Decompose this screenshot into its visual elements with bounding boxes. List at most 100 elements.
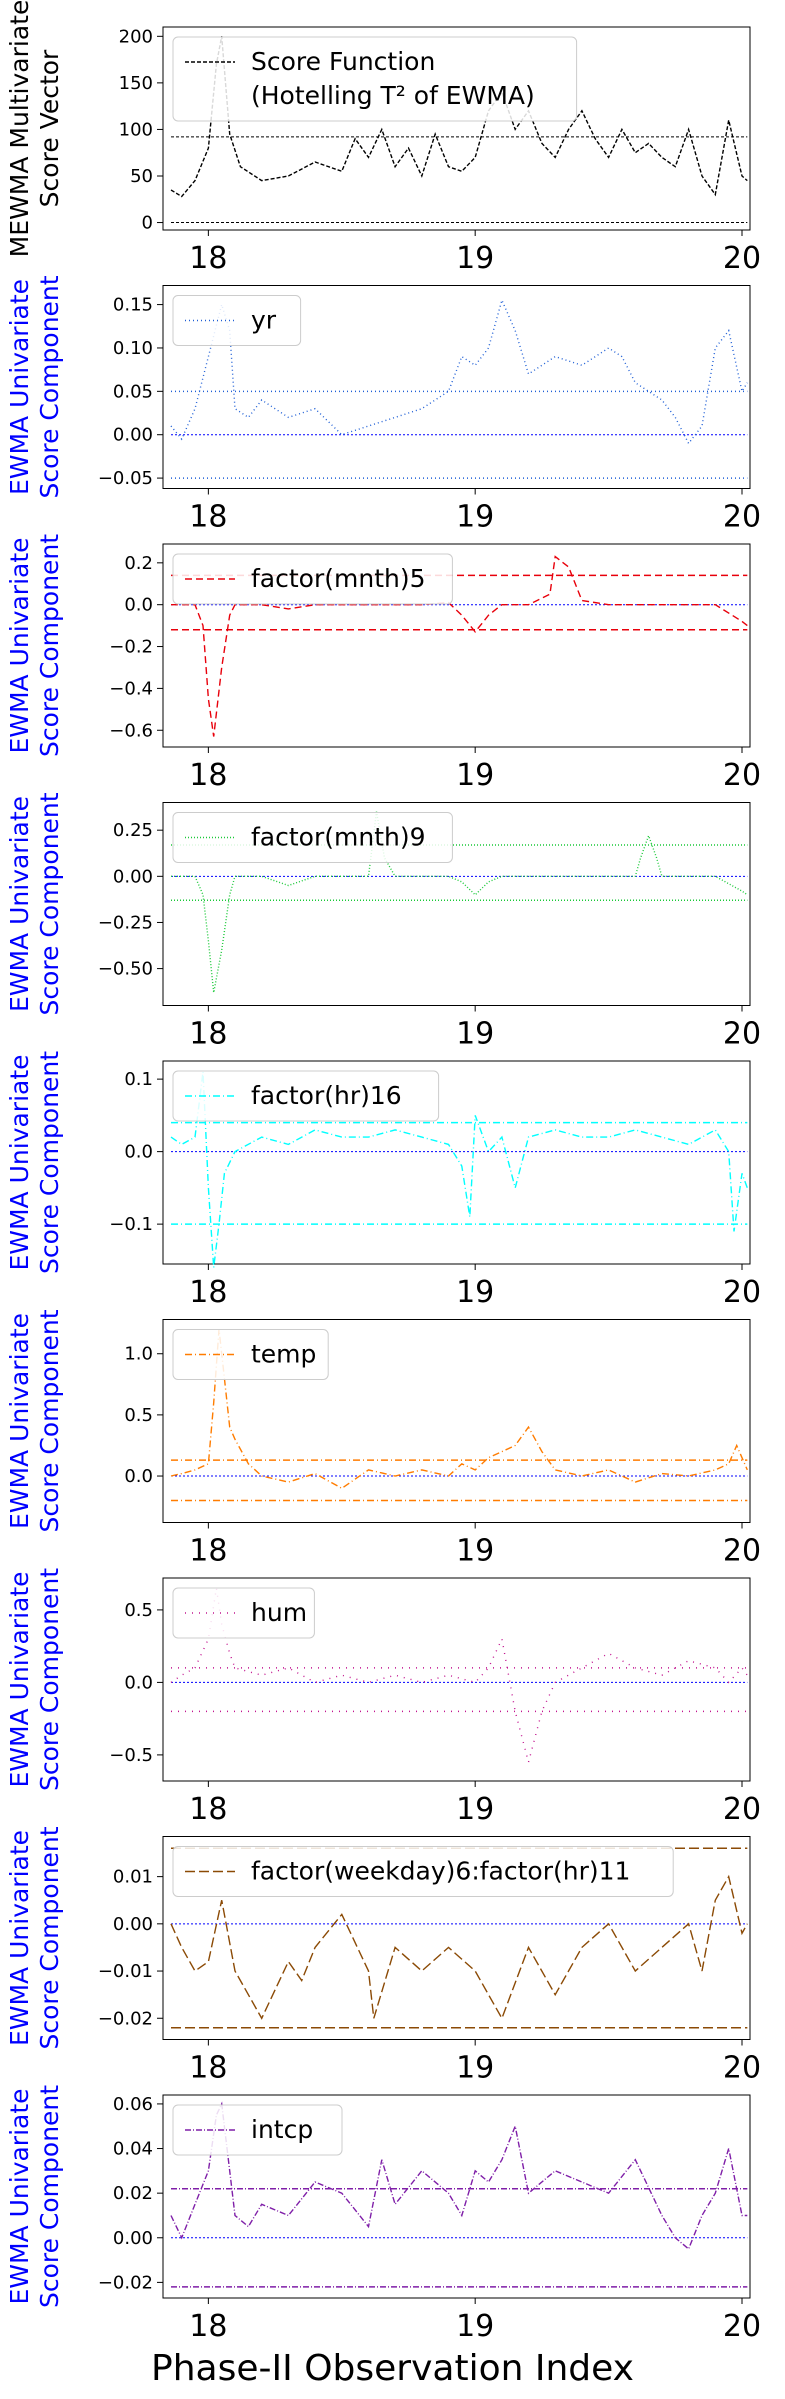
- legend-box: [172, 2104, 343, 2156]
- legend-box: [172, 1329, 329, 1380]
- y-axis-label-line: MEWMA Multivariate: [5, 0, 34, 257]
- axes-frame: [162, 285, 751, 489]
- y-axis-label-line: EWMA Univariate: [5, 1830, 34, 2046]
- y-tick-label: 0.5: [124, 1600, 153, 1621]
- x-tick-label: 18: [189, 1017, 227, 1052]
- panel-9: −0.02 0.00 0.02 0.04 0.06 18 19 20 EWMA Univaria…: [5, 2085, 761, 2344]
- panel-6: 0.0 0.5 1.0 18 19 20 EWMA UnivariateScore Comp…: [5, 1309, 761, 1568]
- y-tick-label: 200: [119, 26, 153, 47]
- y-tick-label: −0.02: [98, 2272, 153, 2293]
- y-tick-label: 0.00: [113, 866, 153, 887]
- x-tick-label: 18: [189, 1275, 227, 1310]
- y-axis-label-line: Score Vector: [35, 49, 64, 207]
- legend-label: (Hotelling T² of EWMA): [251, 81, 535, 110]
- y-axis-label-line: EWMA Univariate: [5, 1054, 34, 1270]
- y-tick-label: 0.0: [124, 1466, 153, 1487]
- y-axis-label-line: Score Component: [35, 1826, 64, 2049]
- axes-frame: [162, 802, 751, 1006]
- x-tick-label: 20: [723, 758, 761, 793]
- legend-box: [172, 295, 302, 346]
- y-tick-label: 0.00: [113, 425, 153, 446]
- panel-3: −0.6 −0.4 −0.2 0.0 0.2 18 19 20 EWMA UnivariateS…: [5, 534, 761, 793]
- legend-box: [172, 1070, 440, 1122]
- x-tick-label: 19: [456, 1275, 494, 1310]
- y-tick-label: 0.15: [113, 295, 153, 316]
- x-tick-label: 19: [456, 1792, 494, 1827]
- y-axis-label-line: EWMA Univariate: [5, 279, 34, 495]
- legend-box: [172, 1846, 674, 1897]
- y-axis-label: EWMA UnivariateScore Component: [5, 534, 64, 757]
- y-tick-label: −0.2: [109, 637, 153, 658]
- series-line-1: [171, 811, 748, 993]
- y-tick-label: −0.01: [98, 1961, 153, 1982]
- legend-box: [172, 553, 453, 605]
- series-line-1: [170, 298, 748, 445]
- legend-box: [172, 36, 578, 122]
- x-tick-label: 18: [189, 2309, 227, 2344]
- y-axis-label-line: Score Component: [35, 1051, 64, 1274]
- y-tick-label: 1.0: [124, 1344, 153, 1365]
- y-axis-label-line: Score Component: [35, 534, 64, 757]
- y-axis-label-line: Score Component: [35, 2085, 64, 2308]
- legend-label: factor(mnth)5: [251, 564, 426, 593]
- axes-frame: [162, 543, 751, 748]
- axes-frame: [162, 1577, 751, 1782]
- y-axis-label-line: EWMA Univariate: [5, 1313, 34, 1529]
- legend-label: Score Function: [251, 47, 435, 76]
- y-tick-label: −0.02: [98, 2008, 153, 2029]
- x-tick-label: 20: [723, 1017, 761, 1052]
- y-tick-label: −0.5: [109, 1745, 153, 1766]
- y-axis-label-line: Score Component: [35, 275, 64, 498]
- series-line-1: [170, 36, 748, 198]
- y-axis-label-line: EWMA Univariate: [5, 1571, 34, 1787]
- y-axis-label-line: EWMA Univariate: [5, 796, 34, 1012]
- x-tick-label: 19: [456, 1534, 494, 1569]
- legend-label: hum: [251, 1598, 307, 1627]
- axes-frame: [162, 1836, 751, 2040]
- x-tick-label: 20: [723, 1792, 761, 1827]
- panel-2: −0.05 0.00 0.05 0.10 0.15 18 19 20 EWMA Univaria…: [5, 275, 761, 534]
- x-tick-label: 19: [456, 758, 494, 793]
- y-axis-label: MEWMA MultivariateScore Vector: [5, 0, 64, 257]
- y-tick-label: 0.06: [113, 2094, 153, 2115]
- y-tick-label: 0.25: [113, 820, 153, 841]
- figure-xlabel: Phase-II Observation Index: [151, 2348, 634, 2389]
- legend-label: yr: [251, 306, 277, 335]
- y-tick-label: 0: [142, 213, 153, 234]
- x-tick-label: 20: [723, 2051, 761, 2086]
- y-tick-label: 0.01: [113, 1867, 153, 1888]
- legend-label: factor(mnth)9: [251, 823, 426, 852]
- y-axis-label-line: Score Component: [35, 1568, 64, 1791]
- y-axis-label: EWMA UnivariateScore Component: [5, 1568, 64, 1791]
- y-axis-label: EWMA UnivariateScore Component: [5, 2085, 64, 2308]
- y-tick-label: −0.25: [98, 912, 153, 933]
- y-tick-label: −0.6: [109, 720, 153, 741]
- x-tick-label: 19: [456, 2309, 494, 2344]
- x-tick-label: 19: [456, 500, 494, 535]
- panel-4: −0.50 −0.25 0.00 0.25 18 19 20 EWMA UnivariateS…: [5, 792, 761, 1051]
- panel-8: −0.02 −0.01 0.00 0.01 18 19 20 EWMA UnivariateS…: [5, 1826, 761, 2085]
- axes-frame: [162, 1060, 751, 1265]
- legend-label: temp: [251, 1340, 316, 1369]
- series-line-1: [170, 1874, 748, 2020]
- x-tick-label: 19: [456, 2051, 494, 2086]
- y-tick-label: 0.0: [124, 1142, 153, 1163]
- y-tick-label: 0.1: [124, 1069, 153, 1090]
- x-tick-label: 20: [723, 500, 761, 535]
- y-tick-label: 50: [130, 166, 153, 187]
- y-axis-label-line: Score Component: [35, 1309, 64, 1532]
- y-axis-label: EWMA UnivariateScore Component: [5, 1309, 64, 1532]
- x-tick-label: 18: [189, 758, 227, 793]
- y-tick-label: 0.0: [124, 1672, 153, 1693]
- legend-box: [172, 812, 453, 863]
- series-line-1: [170, 2101, 748, 2251]
- y-tick-label: −0.4: [109, 678, 153, 699]
- y-tick-label: −0.1: [109, 1214, 153, 1235]
- y-tick-label: −0.05: [98, 468, 153, 489]
- y-tick-label: 150: [119, 73, 153, 94]
- y-axis-label: EWMA UnivariateScore Component: [5, 792, 64, 1015]
- y-axis-label: EWMA UnivariateScore Component: [5, 1826, 64, 2049]
- y-tick-label: 100: [119, 119, 153, 140]
- x-tick-label: 18: [189, 241, 227, 276]
